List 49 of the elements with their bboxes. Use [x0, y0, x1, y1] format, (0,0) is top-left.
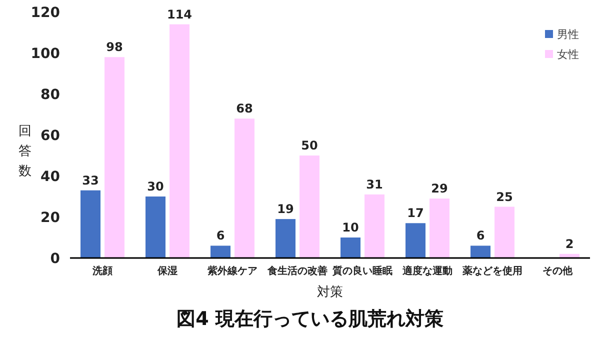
data-label: 6	[476, 228, 485, 243]
bar	[210, 246, 230, 258]
data-label: 68	[236, 102, 253, 116]
text: 図4 現在行っている肌荒れ対策	[176, 308, 444, 330]
y-tick-label: 120	[30, 5, 60, 21]
bar	[470, 246, 490, 258]
data-label: 33	[82, 173, 99, 188]
legend-label: 男性	[557, 28, 579, 41]
x-tick-label: その他	[542, 265, 574, 277]
data-label: 30	[147, 180, 164, 194]
x-tick-label: 薬などを使用	[462, 265, 522, 277]
data-label: 98	[106, 40, 123, 54]
legend-label: 女性	[557, 48, 579, 61]
y-tick-label: 80	[40, 87, 60, 103]
data-label: 29	[431, 182, 448, 196]
y-tick-label: 40	[40, 169, 60, 185]
x-tick-label: 質の良い睡眠	[332, 265, 392, 277]
data-label: 17	[407, 206, 424, 220]
bar	[494, 206, 514, 258]
data-label: 2	[565, 236, 574, 251]
x-tick-label: 洗顔	[92, 265, 112, 277]
data-label: 19	[277, 202, 294, 216]
x-tick-label: 保湿	[156, 265, 178, 277]
x-axis-title: 対策	[317, 284, 343, 300]
data-label: 10	[342, 220, 359, 234]
x-tick-label: 紫外線ケア	[206, 265, 258, 277]
bar	[170, 24, 190, 258]
bar	[300, 156, 320, 258]
bar	[80, 190, 100, 258]
bar	[104, 57, 124, 258]
x-tick-label: 食生活の改善	[266, 265, 328, 277]
y-tick-label: 60	[40, 128, 60, 144]
bar	[406, 223, 426, 258]
bar	[430, 198, 450, 258]
data-label: 114	[166, 7, 192, 22]
data-label: 6	[216, 228, 225, 243]
data-label: 31	[366, 177, 383, 192]
y-tick-label: 0	[50, 251, 60, 267]
y-axis-title: 回答数	[18, 124, 32, 179]
y-tick-label: 20	[40, 210, 60, 226]
data-label: 50	[301, 138, 318, 152]
bar	[364, 194, 384, 258]
bar	[234, 118, 254, 258]
data-label: 25	[496, 190, 513, 204]
bar	[276, 219, 296, 258]
bar	[146, 196, 166, 258]
y-tick-label: 100	[30, 46, 60, 62]
bar	[340, 238, 360, 258]
x-tick-label: 適度な運動	[402, 265, 452, 277]
